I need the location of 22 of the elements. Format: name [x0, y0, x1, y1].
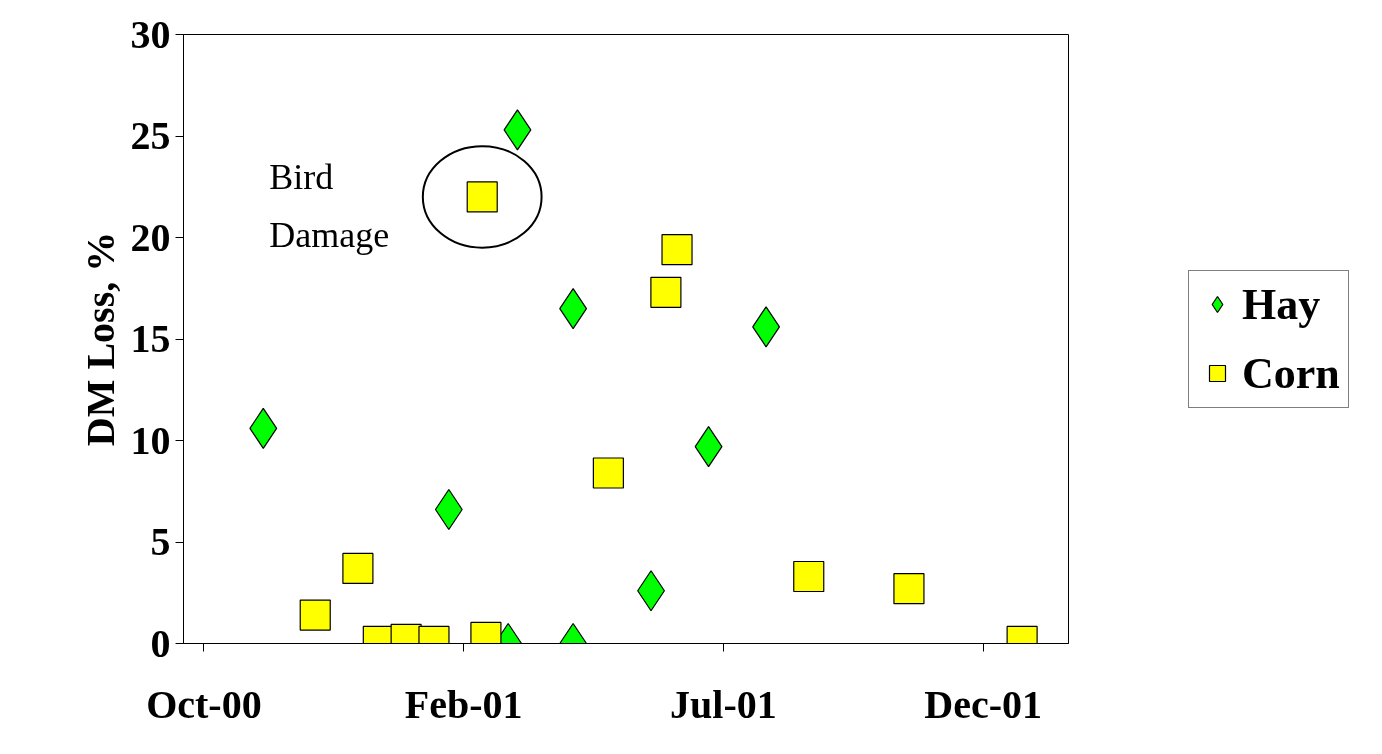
y-tick-label: 25 [130, 113, 171, 158]
x-tick-label: Dec-01 [924, 681, 1043, 727]
y-tick-label: 10 [130, 417, 171, 463]
y-tick-label: 20 [130, 214, 171, 260]
point [342, 552, 374, 584]
y-tick-label: 5 [150, 519, 171, 564]
annotation: Bird Damage [269, 156, 390, 255]
point [650, 276, 682, 308]
legend-label: Corn [1242, 347, 1340, 399]
x-tick-label: Feb-01 [404, 681, 523, 727]
point [661, 234, 693, 266]
point [793, 560, 825, 593]
legend-label: Hay [1242, 278, 1321, 330]
y-tick-label: 15 [130, 316, 171, 361]
y-tick-label: 0 [150, 620, 171, 666]
y-axis-title: DM Loss, % [77, 231, 123, 447]
x-tick-label: Oct-00 [146, 681, 262, 727]
point [299, 599, 331, 631]
point [893, 573, 925, 605]
y-tick-label: 30 [130, 11, 171, 57]
x-tick-label: Jul-01 [670, 681, 777, 727]
point [592, 457, 624, 489]
